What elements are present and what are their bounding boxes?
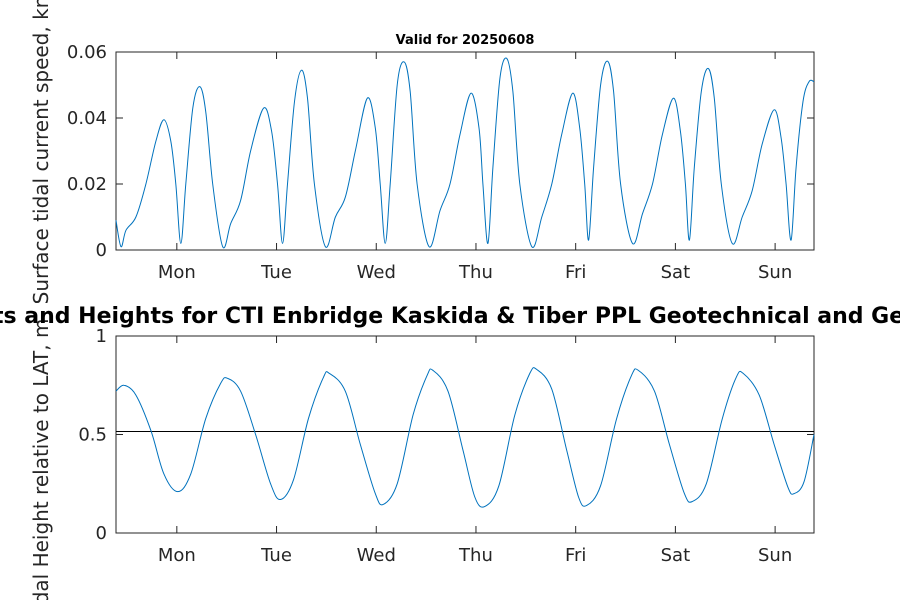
current-speed-y-tick-label: 0.02	[67, 174, 107, 195]
current-speed-series-line	[115, 57, 815, 249]
tidal-height-x-tick-label: Tue	[260, 545, 292, 566]
current-speed-axes: Mon Tue Wed Thu Fri Sat Sun 0 0.02 0.04 0.06 Vali…	[29, 0, 815, 304]
tidal-height-x-tick-label: Fri	[565, 545, 586, 566]
tidal-height-x-ticks: Mon Tue Wed Thu Fri Sat Sun	[158, 336, 792, 566]
tidal-height-x-tick-label: Sat	[661, 545, 691, 566]
tidal-height-y-label: Tidal Height relative to LAT, m	[29, 319, 53, 600]
current-speed-x-tick-label: Sat	[661, 262, 691, 283]
current-speed-x-ticks: Mon Tue Wed Thu Fri Sat Sun	[158, 52, 792, 283]
current-speed-y-tick-label: 0.04	[67, 108, 107, 129]
current-speed-x-tick-label: Wed	[357, 262, 396, 283]
tidal-height-y-tick-label: 0.5	[78, 425, 107, 446]
current-speed-title: Valid for 20250608	[396, 33, 535, 48]
tidal-height-x-tick-label: Thu	[458, 545, 493, 566]
tidal-height-x-tick-label: Sun	[758, 545, 792, 566]
tidal-height-axes: Mon Tue Wed Thu Fri Sat Sun 00.51 Tidal Height…	[29, 319, 815, 600]
current-speed-x-tick-label: Fri	[565, 262, 586, 283]
current-speed-x-tick-label: Sun	[758, 262, 792, 283]
current-speed-x-tick-label: Mon	[158, 262, 196, 283]
current-speed-y-tick-label: 0.06	[67, 42, 107, 63]
current-speed-y-tick-label: 0	[96, 240, 107, 261]
figure-main-title: Currents and Heights for CTI Enbridge Ka…	[0, 304, 900, 329]
current-speed-x-tick-label: Tue	[260, 262, 292, 283]
tidal-height-y-tick-label: 0	[96, 523, 107, 544]
tidal-height-y-ticks: 00.51	[78, 326, 814, 544]
tidal-height-series-line	[115, 367, 815, 508]
current-speed-plot-box	[115, 51, 815, 251]
tidal-height-x-tick-label: Mon	[158, 545, 196, 566]
current-speed-x-tick-label: Thu	[458, 262, 493, 283]
current-speed-y-label: Surface tidal current speed, kn	[29, 0, 53, 304]
tidal-height-plot-box	[115, 335, 815, 534]
tidal-height-x-tick-label: Wed	[357, 545, 396, 566]
tidal-height-y-tick-label: 1	[96, 326, 107, 347]
current-speed-y-ticks: 0 0.02 0.04 0.06	[67, 42, 814, 261]
